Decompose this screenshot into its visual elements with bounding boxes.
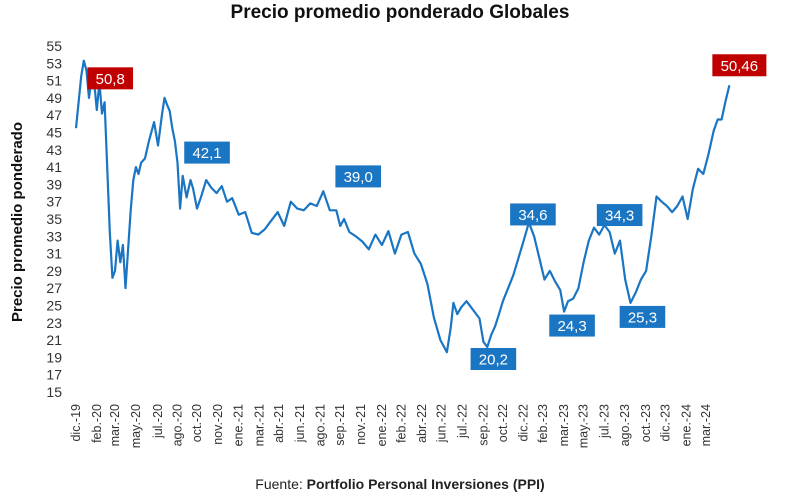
x-tick-label: ago.-23 — [618, 404, 632, 446]
x-tick-label: oct.-20 — [190, 404, 204, 442]
callout-0: 50,8 — [87, 67, 134, 90]
callout-box — [470, 348, 517, 371]
y-tick-label: 39 — [46, 176, 62, 192]
callout-box — [596, 204, 643, 227]
callouts: 50,8 42,1 39,0 20,2 34,6 24,3 34,3 25,3 50,46 — [87, 54, 767, 371]
x-tick-label: jun.-22 — [435, 404, 449, 443]
y-tick-label: 31 — [46, 246, 62, 262]
y-tick-label: 41 — [46, 159, 62, 175]
callout-8: 50,46 — [712, 54, 767, 77]
source-name: Portfolio Personal Inversiones (PPI) — [306, 476, 545, 492]
x-tick-label: jul.-22 — [456, 404, 470, 439]
x-tick-label: abr.-22 — [415, 404, 429, 443]
x-tick-label: feb.-22 — [394, 404, 408, 443]
x-tick-label: sep.-22 — [476, 404, 490, 446]
callout-1: 42,1 — [184, 141, 230, 164]
x-tick-label: feb.-20 — [90, 404, 104, 443]
callout-6: 34,3 — [596, 204, 643, 227]
y-tick-label: 47 — [46, 107, 62, 123]
x-tick-label: sep.-21 — [333, 404, 347, 446]
callout-2: 39,0 — [335, 165, 382, 188]
x-tick-label: abr.-21 — [272, 404, 286, 443]
callout-box — [184, 141, 230, 164]
callout-3: 20,2 — [470, 348, 517, 371]
y-tick-label: 17 — [46, 367, 62, 383]
y-tick-label: 53 — [46, 55, 62, 71]
x-tick-label: jun.-21 — [293, 404, 307, 443]
callout-label: 25,3 — [628, 309, 657, 326]
x-tick-label: nov.-20 — [211, 404, 225, 445]
y-tick-label: 43 — [46, 142, 62, 158]
y-tick-label: 19 — [46, 349, 62, 365]
x-tick-label: dic.-22 — [517, 404, 531, 442]
x-tick-label: may.-20 — [129, 404, 143, 448]
callout-box — [619, 305, 666, 328]
x-tick-label: mar.-24 — [699, 404, 713, 446]
x-tick-label: ago.-21 — [314, 404, 328, 446]
y-tick-label: 27 — [46, 280, 62, 296]
callout-4: 34,6 — [510, 203, 556, 226]
x-tick-label: mar.-20 — [108, 404, 122, 446]
callout-label: 50,8 — [96, 71, 125, 88]
callout-label: 42,1 — [192, 145, 221, 162]
source-line: Fuente: Portfolio Personal Inversiones (… — [0, 476, 800, 492]
callout-box — [87, 67, 134, 90]
y-tick-label: 33 — [46, 228, 62, 244]
callout-label: 24,3 — [557, 318, 586, 335]
callout-label: 20,2 — [479, 352, 508, 369]
x-tick-label: nov.-21 — [354, 404, 368, 445]
x-tick-label: ene.-21 — [232, 404, 246, 446]
y-tick-label: 29 — [46, 263, 62, 279]
y-tick-label: 25 — [46, 298, 62, 314]
callout-label: 50,46 — [721, 58, 759, 75]
x-tick-label: jul.-23 — [597, 404, 611, 439]
y-tick-label: 35 — [46, 211, 62, 227]
x-tick-label: jul.-20 — [151, 404, 165, 439]
series-line — [74, 59, 731, 354]
callout-box — [712, 54, 767, 77]
source-prefix: Fuente: — [255, 476, 307, 492]
x-tick-label: ene.-22 — [375, 404, 389, 446]
y-tick-label: 23 — [46, 315, 62, 331]
y-tick-label: 49 — [46, 90, 62, 106]
y-tick-label: 37 — [46, 194, 62, 210]
y-tick-label: 55 — [46, 38, 62, 54]
x-tick-label: ago.-20 — [171, 404, 185, 446]
y-tick-label: 21 — [46, 332, 62, 348]
x-tick-label: dic.-23 — [659, 404, 673, 442]
chart-title: Precio promedio ponderado Globales — [230, 2, 570, 23]
callout-label: 34,3 — [605, 208, 634, 225]
callout-7: 25,3 — [619, 305, 666, 328]
x-tick-label: ene.-24 — [679, 404, 693, 446]
y-axis-label: Precio promedio ponderado — [9, 122, 26, 322]
x-tick-label: mar.-21 — [253, 404, 267, 446]
x-tick-label: may.-23 — [577, 404, 591, 448]
y-tick-label: 45 — [46, 125, 62, 141]
callout-box — [510, 203, 556, 226]
x-tick-label: dic.-19 — [69, 404, 83, 442]
x-tick-label: feb.-23 — [536, 404, 550, 443]
y-tick-label: 51 — [46, 73, 62, 89]
callout-box — [335, 165, 382, 188]
x-tick-label: oct.-23 — [639, 404, 653, 442]
x-tick-label: oct.-22 — [496, 404, 510, 442]
callout-5: 24,3 — [549, 314, 595, 337]
callout-box — [549, 314, 595, 337]
callout-label: 34,6 — [518, 207, 547, 224]
callout-label: 39,0 — [344, 169, 373, 186]
x-axis-ticks: dic.-19 feb.-20 mar.-20 may.-20 jul.-20 ago.-… — [69, 404, 713, 448]
y-tick-label: 15 — [46, 384, 62, 400]
x-tick-label: mar.-23 — [557, 404, 571, 446]
